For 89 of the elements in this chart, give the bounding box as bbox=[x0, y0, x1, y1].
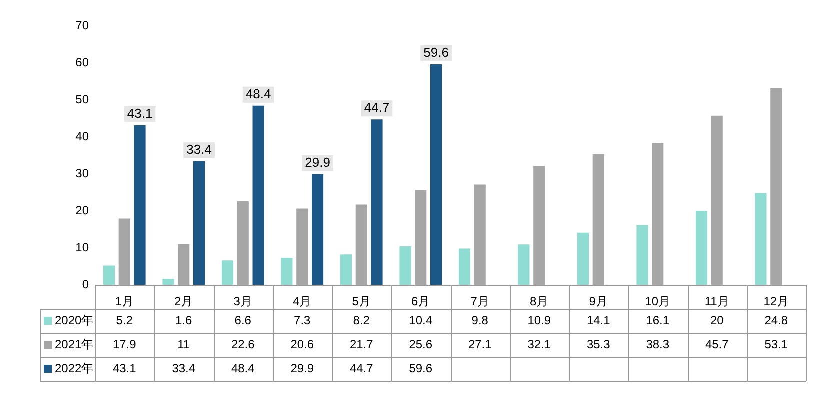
y-tick-label: 30 bbox=[76, 166, 90, 180]
bar bbox=[474, 184, 486, 285]
data-label: 20 bbox=[710, 313, 724, 328]
legend-label: 2021年 bbox=[55, 337, 94, 352]
bar bbox=[222, 260, 234, 285]
x-tick-label: 3月 bbox=[234, 294, 252, 309]
bar bbox=[340, 254, 352, 285]
y-tick-label: 70 bbox=[76, 18, 90, 32]
bar bbox=[755, 193, 767, 285]
data-label: 21.7 bbox=[350, 337, 374, 352]
legend-label: 2020年 bbox=[55, 313, 94, 328]
bar bbox=[652, 143, 664, 285]
data-label: 27.1 bbox=[468, 337, 492, 352]
data-label: 6.6 bbox=[234, 313, 252, 328]
data-label: 35.3 bbox=[586, 337, 611, 352]
bar bbox=[103, 266, 115, 285]
y-tick-label: 40 bbox=[76, 129, 90, 144]
bar bbox=[518, 244, 530, 285]
bar bbox=[162, 279, 174, 285]
data-label: 22.6 bbox=[231, 337, 256, 352]
bar bbox=[194, 161, 206, 285]
data-label: 53.1 bbox=[764, 337, 788, 352]
data-label: 59.6 bbox=[409, 361, 433, 376]
bar bbox=[312, 174, 324, 285]
data-label: 29.9 bbox=[290, 361, 314, 376]
x-tick-label: 5月 bbox=[352, 294, 371, 309]
annotation: 44.7 bbox=[364, 100, 390, 116]
y-tick-label: 10 bbox=[76, 240, 90, 254]
x-tick-label: 12月 bbox=[764, 294, 790, 309]
data-label: 1.6 bbox=[176, 313, 193, 328]
x-tick-label: 8月 bbox=[530, 294, 549, 309]
data-label: 38.3 bbox=[646, 337, 670, 352]
data-label: 14.1 bbox=[586, 313, 611, 328]
annotation: 33.4 bbox=[186, 142, 212, 157]
bar bbox=[534, 166, 546, 285]
data-label: 43.1 bbox=[112, 361, 137, 376]
x-tick-label: 1月 bbox=[115, 294, 134, 309]
data-label: 44.7 bbox=[350, 361, 374, 376]
bar bbox=[770, 88, 782, 285]
bar bbox=[415, 190, 427, 285]
bar bbox=[237, 201, 249, 285]
x-tick-label: 9月 bbox=[589, 294, 608, 309]
x-tick-label: 10月 bbox=[645, 294, 671, 309]
data-label: 48.4 bbox=[231, 361, 256, 376]
data-label: 5.2 bbox=[116, 313, 134, 328]
x-tick-label: 2月 bbox=[174, 294, 194, 309]
bar bbox=[458, 248, 470, 285]
bar bbox=[356, 204, 368, 285]
x-tick-label: 4月 bbox=[293, 294, 312, 309]
bar bbox=[178, 244, 190, 285]
bar bbox=[577, 232, 589, 285]
data-label: 7.3 bbox=[294, 313, 312, 328]
y-tick-label: 20 bbox=[76, 203, 90, 218]
data-label: 25.6 bbox=[409, 337, 433, 352]
bar bbox=[711, 116, 723, 285]
legend-label: 2022年 bbox=[55, 361, 94, 376]
y-tick-label: 50 bbox=[76, 92, 90, 106]
annotation: 48.4 bbox=[246, 86, 272, 102]
data-label: 24.8 bbox=[764, 313, 788, 328]
data-label: 9.8 bbox=[472, 313, 489, 328]
bar bbox=[134, 126, 146, 285]
bar bbox=[118, 218, 130, 285]
bar bbox=[592, 154, 604, 285]
x-tick-label: 7月 bbox=[470, 294, 490, 309]
bar bbox=[371, 120, 383, 285]
bar bbox=[296, 208, 308, 285]
y-tick-label: 0 bbox=[82, 277, 90, 292]
data-label: 8.2 bbox=[353, 313, 370, 328]
data-label: 11 bbox=[178, 337, 190, 352]
y-tick-label: 60 bbox=[76, 55, 90, 70]
bar bbox=[430, 64, 442, 285]
x-tick-label: 6月 bbox=[412, 294, 430, 309]
annotation: 29.9 bbox=[305, 154, 330, 170]
annotation: 43.1 bbox=[127, 106, 153, 122]
bar bbox=[400, 246, 412, 285]
bar bbox=[252, 106, 264, 285]
annotation: 59.6 bbox=[424, 45, 449, 60]
data-label: 10.9 bbox=[528, 313, 552, 328]
bar bbox=[636, 225, 648, 285]
bar bbox=[281, 258, 293, 285]
data-label: 16.1 bbox=[646, 313, 670, 328]
data-label: 33.4 bbox=[172, 361, 196, 376]
data-label: 32.1 bbox=[528, 337, 552, 352]
x-tick-label: 11月 bbox=[704, 294, 730, 309]
data-label: 20.6 bbox=[290, 337, 314, 352]
data-label: 45.7 bbox=[705, 337, 730, 352]
data-label: 17.9 bbox=[112, 337, 137, 352]
bar bbox=[696, 211, 708, 285]
data-label: 10.4 bbox=[409, 313, 433, 328]
